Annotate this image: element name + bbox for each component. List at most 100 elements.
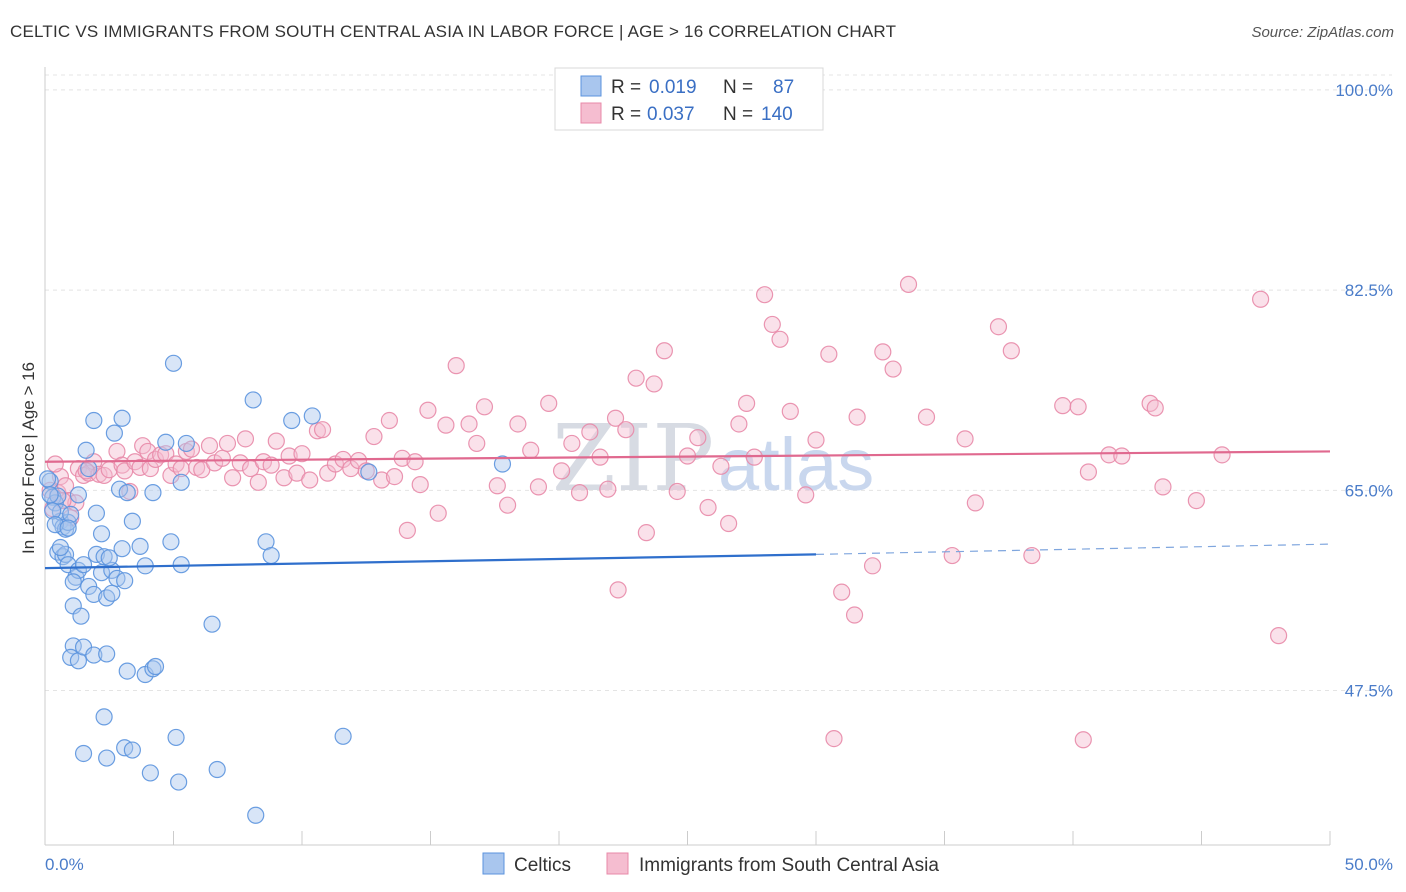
data-point: [522, 441, 540, 459]
series-celtics: [38, 354, 512, 824]
data-point: [1079, 463, 1098, 481]
data-point: [51, 467, 70, 486]
data-point: [720, 514, 738, 533]
data-point: [98, 645, 116, 663]
data-point: [771, 330, 789, 348]
data-point: [103, 584, 121, 602]
data-point: [606, 409, 625, 427]
data-point: [406, 453, 424, 471]
data-point: [69, 486, 88, 504]
data-point: [1187, 492, 1205, 510]
data-point: [116, 572, 134, 590]
legend-n-label-celtics: N =: [723, 77, 753, 98]
data-point: [475, 398, 494, 416]
data-point: [262, 456, 280, 474]
data-point: [118, 662, 136, 680]
data-point: [303, 407, 321, 425]
data-point: [627, 369, 645, 387]
data-point: [637, 524, 655, 542]
data-point: [699, 498, 717, 517]
data-point: [845, 606, 864, 624]
data-point: [51, 538, 70, 557]
bottom-legend-label-celtics: Celtics: [514, 855, 571, 876]
data-point: [540, 394, 558, 412]
data-point: [1002, 342, 1020, 360]
chart-source: Source: ZipAtlas.com: [1251, 24, 1394, 41]
data-point: [447, 357, 465, 375]
data-point: [74, 744, 93, 763]
legend-n-value-celtics: 87: [773, 77, 794, 98]
data-point: [385, 467, 404, 486]
data-point: [98, 589, 116, 607]
legend-r-label-immigrants: R =: [611, 104, 641, 125]
data-point: [67, 568, 85, 586]
data-point: [437, 416, 455, 434]
legend-n-label-immigrants: N =: [723, 104, 753, 125]
data-point: [966, 494, 984, 512]
watermark: ZIP atlas: [552, 405, 874, 512]
data-point: [85, 585, 103, 604]
data-point: [44, 502, 62, 520]
data-point: [231, 454, 249, 472]
y-axis-title: In Labor Force | Age > 16: [19, 362, 38, 554]
data-point: [468, 434, 486, 453]
data-point: [599, 480, 617, 498]
data-point: [72, 607, 90, 625]
data-point: [46, 455, 64, 473]
data-point: [529, 478, 548, 496]
data-point: [105, 424, 123, 442]
y-tick-label: 65.0%: [1345, 481, 1393, 500]
data-point: [609, 581, 627, 599]
data-point: [64, 573, 82, 591]
axis-layer: 47.5% 65.0% 82.5% 100.0% 0.0% 50.0%: [44, 67, 1393, 874]
data-point: [313, 421, 332, 439]
data-point: [797, 486, 815, 504]
data-point: [820, 345, 838, 363]
data-point: [989, 318, 1008, 336]
data-point: [123, 512, 141, 530]
data-point: [689, 429, 707, 447]
trend-layer: [44, 450, 1331, 570]
data-point: [848, 408, 866, 426]
data-point: [411, 476, 429, 494]
bottom-legend-label-immigrants: Immigrants from South Central Asia: [639, 855, 939, 876]
data-point: [645, 375, 663, 393]
data-point: [807, 431, 825, 449]
data-point: [488, 477, 506, 495]
data-point: [162, 533, 180, 551]
data-point: [224, 469, 242, 487]
data-point: [92, 525, 111, 543]
data-point: [943, 546, 961, 565]
data-point: [552, 462, 571, 480]
y-tick-label: 47.5%: [1345, 682, 1393, 701]
data-point: [113, 409, 131, 427]
data-point: [46, 516, 64, 534]
data-point: [236, 430, 255, 448]
data-point: [200, 437, 219, 455]
data-point: [1023, 546, 1041, 565]
data-point: [730, 415, 748, 433]
data-point: [1100, 446, 1118, 464]
top-legend: R = 0.019 N = 87 R = 0.037 N = 140: [554, 67, 824, 131]
data-point: [301, 471, 319, 489]
data-point: [218, 434, 237, 453]
data-point: [1154, 478, 1172, 496]
bottom-legend-swatch-immigrants: [606, 852, 629, 875]
y-tick-label: 100.0%: [1335, 81, 1393, 100]
data-point: [1141, 394, 1159, 412]
data-point: [38, 470, 57, 488]
data-point: [283, 411, 301, 430]
data-point: [1252, 290, 1270, 308]
chart-title: CELTIC VS IMMIGRANTS FROM SOUTH CENTRAL …: [10, 22, 897, 41]
data-point: [581, 423, 599, 441]
data-point: [123, 741, 141, 759]
data-point: [113, 540, 131, 558]
data-point: [164, 354, 183, 372]
data-point: [1054, 397, 1072, 415]
data-point: [98, 749, 116, 767]
data-point: [146, 657, 165, 676]
data-point: [77, 462, 95, 480]
data-point: [419, 401, 437, 419]
data-point: [1213, 446, 1231, 464]
trend-line-extension: [815, 543, 1331, 555]
